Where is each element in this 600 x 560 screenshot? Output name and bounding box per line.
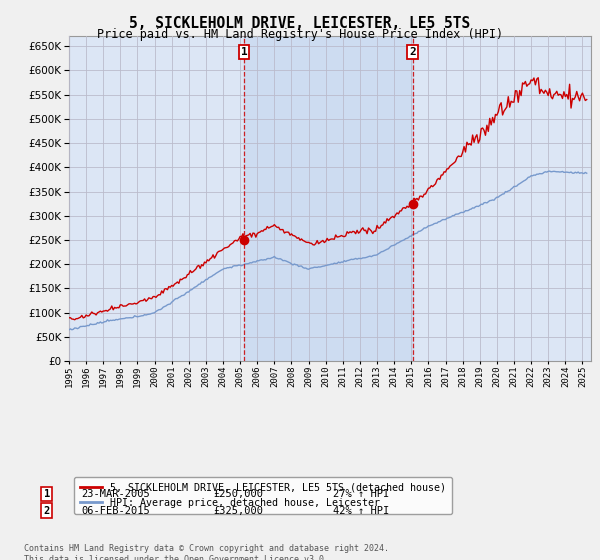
Text: 1: 1 <box>44 489 50 499</box>
Text: 23-MAR-2005: 23-MAR-2005 <box>81 489 150 499</box>
Text: 06-FEB-2015: 06-FEB-2015 <box>81 506 150 516</box>
Text: £325,000: £325,000 <box>213 506 263 516</box>
Text: 5, SICKLEHOLM DRIVE, LEICESTER, LE5 5TS: 5, SICKLEHOLM DRIVE, LEICESTER, LE5 5TS <box>130 16 470 31</box>
Text: 1: 1 <box>241 47 247 57</box>
Text: 27% ↑ HPI: 27% ↑ HPI <box>333 489 389 499</box>
Text: Price paid vs. HM Land Registry's House Price Index (HPI): Price paid vs. HM Land Registry's House … <box>97 28 503 41</box>
Text: £250,000: £250,000 <box>213 489 263 499</box>
Bar <box>244 36 413 361</box>
Text: Contains HM Land Registry data © Crown copyright and database right 2024.
This d: Contains HM Land Registry data © Crown c… <box>24 544 389 560</box>
Text: 42% ↑ HPI: 42% ↑ HPI <box>333 506 389 516</box>
Legend: 5, SICKLEHOLM DRIVE, LEICESTER, LE5 5TS (detached house), HPI: Average price, de: 5, SICKLEHOLM DRIVE, LEICESTER, LE5 5TS … <box>74 477 452 514</box>
Text: 2: 2 <box>44 506 50 516</box>
Text: 2: 2 <box>409 47 416 57</box>
